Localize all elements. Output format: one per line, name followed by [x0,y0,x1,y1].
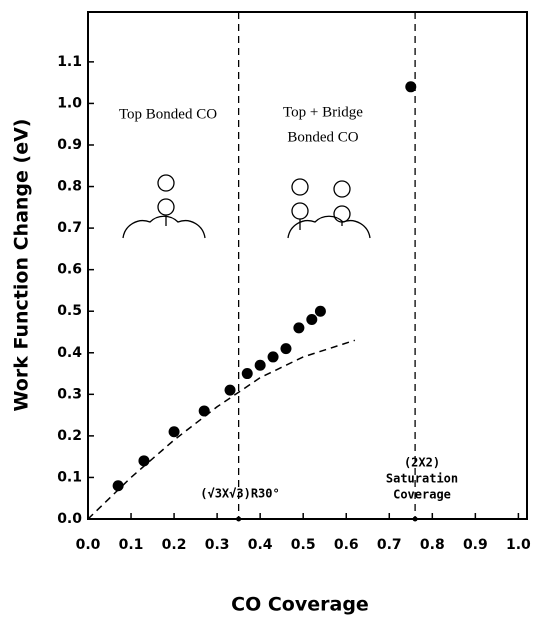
y-tick-label: 1.0 [57,95,82,111]
annotation: Coverage [393,488,451,502]
annotation: Top + Bridge [283,104,363,120]
y-tick-label: 0.5 [57,303,82,319]
x-tick-label: 0.3 [205,537,230,553]
x-tick-label: 1.0 [506,537,531,553]
data-point [293,322,305,334]
y-tick-label: 0.1 [57,469,82,485]
x-tick-label: 0.9 [463,537,488,553]
data-point [241,368,253,380]
x-axis-label: CO Coverage [231,594,369,616]
y-tick-label: 0.9 [57,137,82,153]
data-point [198,405,210,417]
data-point [254,359,266,371]
data-point [138,455,150,467]
x-tick-label: 0.5 [291,537,316,553]
annotation: Bonded CO [287,129,358,145]
annotation: (2X2) [404,456,440,470]
y-axis-label: Work Function Change (eV) [11,119,33,412]
data-point [224,384,236,396]
x-tick-label: 0.8 [420,537,445,553]
plot-frame [87,11,528,520]
y-tick-label: 0.7 [57,220,82,236]
y-tick-label: 0.0 [57,511,82,527]
data-point [168,426,180,438]
data-point [280,343,292,355]
reference-marker [412,516,418,522]
y-tick-label: 0.8 [57,179,82,195]
x-tick-label: 0.7 [377,537,402,553]
x-tick-label: 0.2 [162,537,187,553]
annotation: Saturation [386,472,458,486]
x-tick-label: 0.0 [76,537,101,553]
data-point [314,305,326,317]
x-tick-label: 0.6 [334,537,359,553]
x-tick-label: 0.1 [119,537,144,553]
y-tick-label: 0.6 [57,262,82,278]
y-tick-label: 0.2 [57,428,82,444]
molecule-top [122,174,206,239]
annotation: (√3X√3)R30° [200,487,279,501]
data-point [112,480,124,492]
y-tick-label: 1.1 [57,54,82,70]
data-point [306,314,318,326]
y-tick-label: 0.4 [57,345,82,361]
reference-marker [236,516,242,522]
annotation: Top Bonded CO [119,106,217,122]
y-tick-label: 0.3 [57,386,82,402]
fit-curve [87,339,356,520]
molecule-bridge [287,178,371,239]
data-point [267,351,279,363]
x-tick-label: 0.4 [248,537,273,553]
data-point [405,81,417,93]
